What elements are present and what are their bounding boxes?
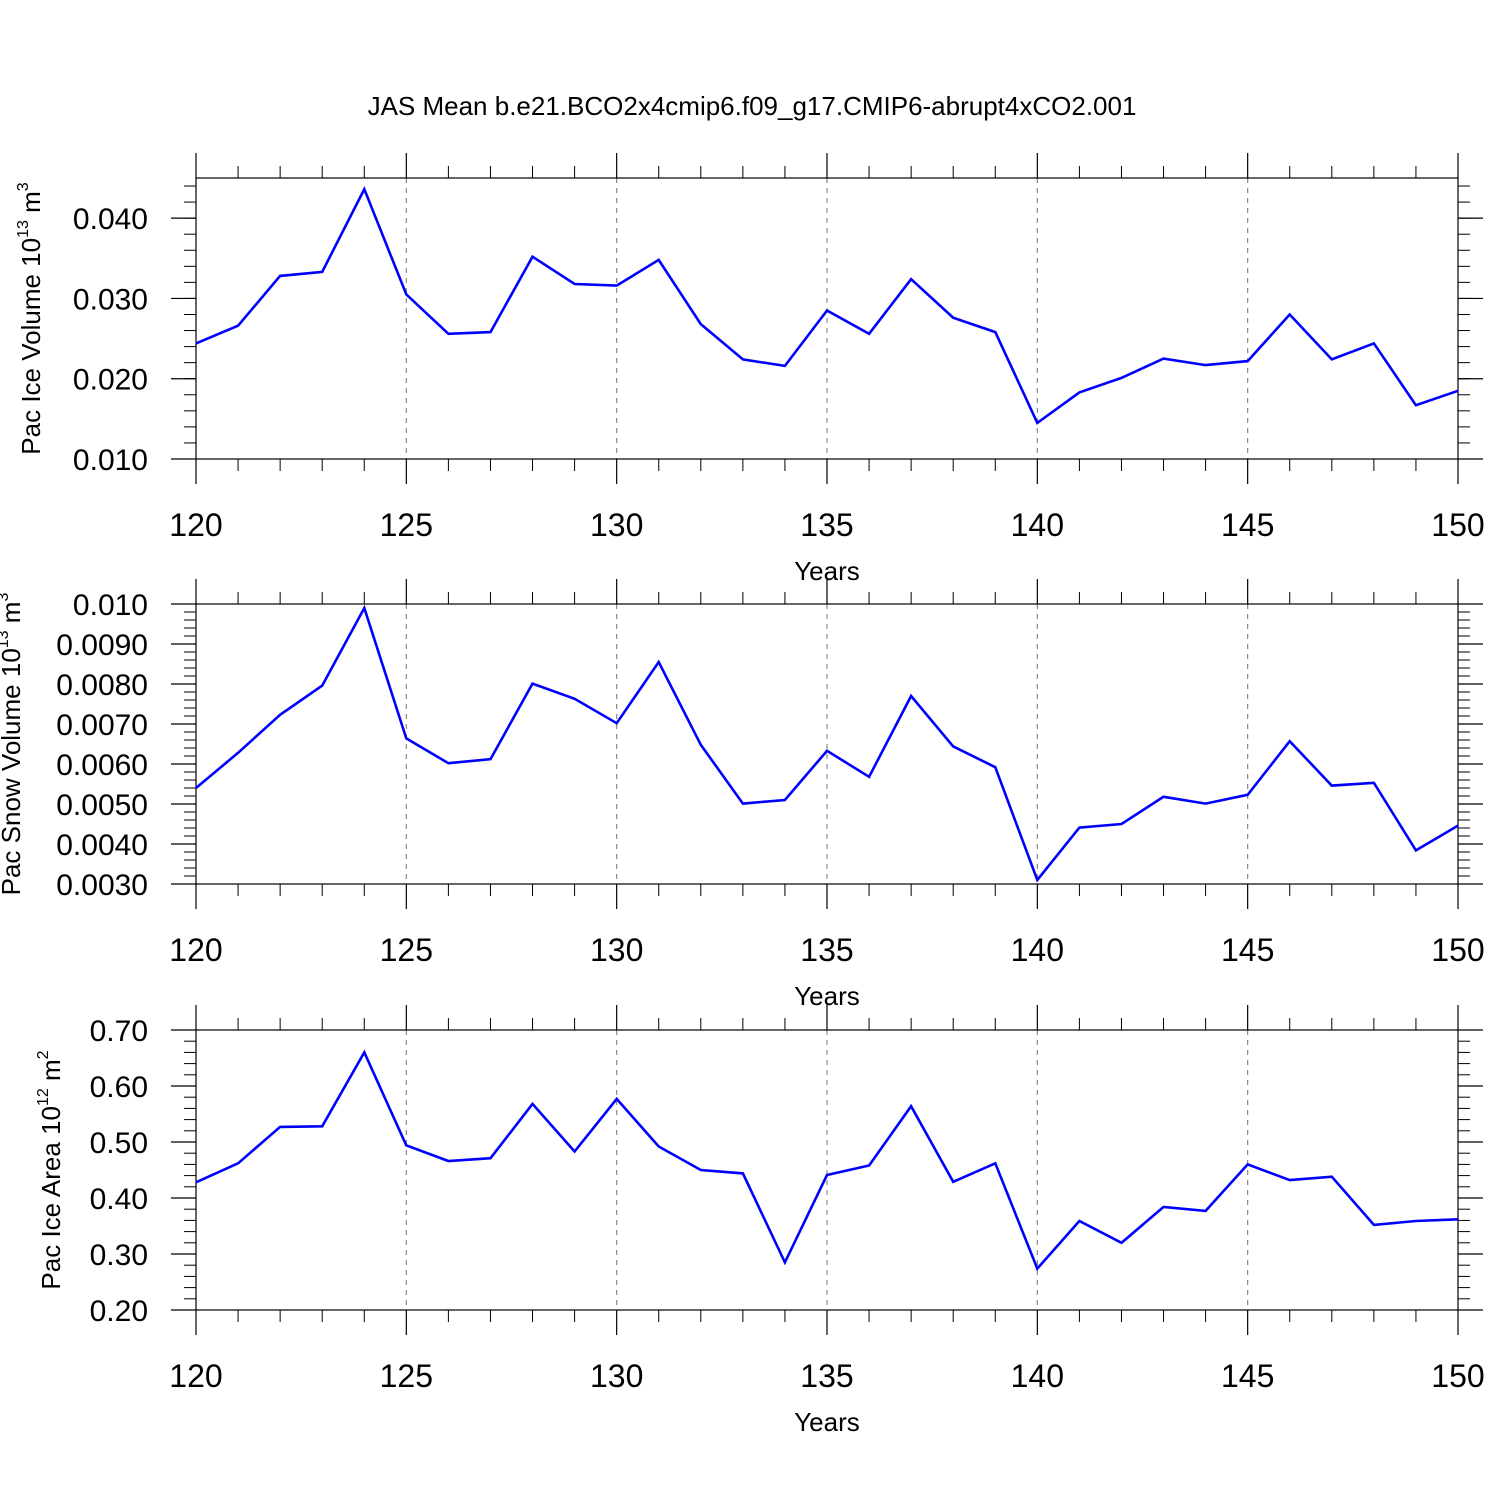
x-tick-label: 130 xyxy=(590,507,643,543)
panel-1: 0.010 0.020 0.030 0.040 120 125 130 135 140 145 15… xyxy=(15,153,1485,586)
y-axis-title: Pac Snow Volume 1013 m3 xyxy=(0,593,26,896)
x-tick-label: 135 xyxy=(800,1358,853,1394)
panel-3: 0.20 0.30 0.40 0.50 0.60 0.70 120 125 130 135 140 1… xyxy=(35,1005,1485,1437)
panel-2: 0.0030 0.0040 0.0050 0.0060 0.0070 0.0080 0.00… xyxy=(0,579,1485,1011)
x-tick-label: 140 xyxy=(1011,507,1064,543)
x-tick-label: 145 xyxy=(1221,507,1274,543)
y-tick-label: 0.70 xyxy=(90,1015,148,1048)
panels-container: 0.010 0.020 0.030 0.040 120 125 130 135 140 145 15… xyxy=(0,153,1485,1437)
y-tick-label: 0.50 xyxy=(90,1127,148,1160)
series-line xyxy=(195,186,1459,425)
x-tick-label: 145 xyxy=(1221,1358,1274,1394)
series-line xyxy=(195,1049,1459,1272)
x-tick-label: 120 xyxy=(169,932,222,968)
y-tick-label: 0.040 xyxy=(73,203,148,236)
y-tick-label: 0.20 xyxy=(90,1295,148,1328)
x-tick-label: 145 xyxy=(1221,932,1274,968)
series-line xyxy=(195,604,1459,883)
y-axis-title: Pac Ice Volume 1013 m3 xyxy=(15,182,46,455)
x-tick-label: 130 xyxy=(590,932,643,968)
y-tick-label: 0.0030 xyxy=(56,869,148,902)
y-tick-label: 0.60 xyxy=(90,1071,148,1104)
x-tick-label: 125 xyxy=(380,1358,433,1394)
y-axis-title: Pac Ice Area 1012 m2 xyxy=(35,1050,66,1289)
x-tick-label: 150 xyxy=(1431,1358,1484,1394)
y-tick-label: 0.40 xyxy=(90,1183,148,1216)
y-tick-label: 0.0090 xyxy=(56,629,148,662)
x-tick-label: 130 xyxy=(590,1358,643,1394)
y-tick-label: 0.0060 xyxy=(56,749,148,782)
x-tick-label: 140 xyxy=(1011,1358,1064,1394)
x-tick-label: 135 xyxy=(800,932,853,968)
y-tick-label: 0.020 xyxy=(73,364,148,397)
y-tick-label: 0.0040 xyxy=(56,829,148,862)
x-tick-label: 120 xyxy=(169,1358,222,1394)
x-tick-label: 125 xyxy=(380,932,433,968)
x-tick-label: 140 xyxy=(1011,932,1064,968)
y-tick-label: 0.0050 xyxy=(56,789,148,822)
x-tick-label: 125 xyxy=(380,507,433,543)
x-tick-label: 150 xyxy=(1431,507,1484,543)
y-tick-label: 0.0080 xyxy=(56,669,148,702)
x-axis-title: Years xyxy=(794,1407,860,1437)
y-tick-label: 0.30 xyxy=(90,1239,148,1272)
y-tick-label: 0.010 xyxy=(73,589,148,622)
x-tick-label: 120 xyxy=(169,507,222,543)
y-tick-label: 0.010 xyxy=(73,444,148,477)
x-tick-label: 135 xyxy=(800,507,853,543)
x-tick-label: 150 xyxy=(1431,932,1484,968)
y-tick-label: 0.030 xyxy=(73,283,148,316)
y-tick-label: 0.0070 xyxy=(56,709,148,742)
figure-title: JAS Mean b.e21.BCO2x4cmip6.f09_g17.CMIP6… xyxy=(368,91,1137,121)
